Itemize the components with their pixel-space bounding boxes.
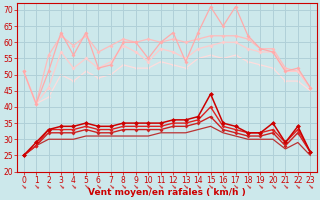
Text: →: → bbox=[182, 183, 189, 190]
Text: →: → bbox=[282, 183, 289, 190]
Text: →: → bbox=[257, 183, 264, 190]
Text: →: → bbox=[244, 183, 252, 190]
Text: →: → bbox=[294, 183, 301, 190]
Text: →: → bbox=[307, 183, 314, 190]
Text: →: → bbox=[57, 183, 65, 190]
Text: →: → bbox=[269, 183, 276, 190]
Text: →: → bbox=[220, 183, 227, 190]
X-axis label: Vent moyen/en rafales ( km/h ): Vent moyen/en rafales ( km/h ) bbox=[88, 188, 246, 197]
Text: →: → bbox=[82, 183, 90, 190]
Text: →: → bbox=[157, 183, 164, 190]
Text: →: → bbox=[120, 183, 127, 190]
Text: →: → bbox=[32, 183, 40, 190]
Text: →: → bbox=[45, 183, 52, 190]
Text: →: → bbox=[70, 183, 77, 190]
Text: →: → bbox=[132, 183, 140, 190]
Text: →: → bbox=[232, 183, 239, 190]
Text: →: → bbox=[20, 183, 27, 190]
Text: →: → bbox=[170, 183, 177, 190]
Text: →: → bbox=[195, 183, 202, 190]
Text: →: → bbox=[207, 183, 214, 190]
Text: →: → bbox=[145, 183, 152, 190]
Text: →: → bbox=[107, 183, 115, 190]
Text: →: → bbox=[95, 183, 102, 190]
